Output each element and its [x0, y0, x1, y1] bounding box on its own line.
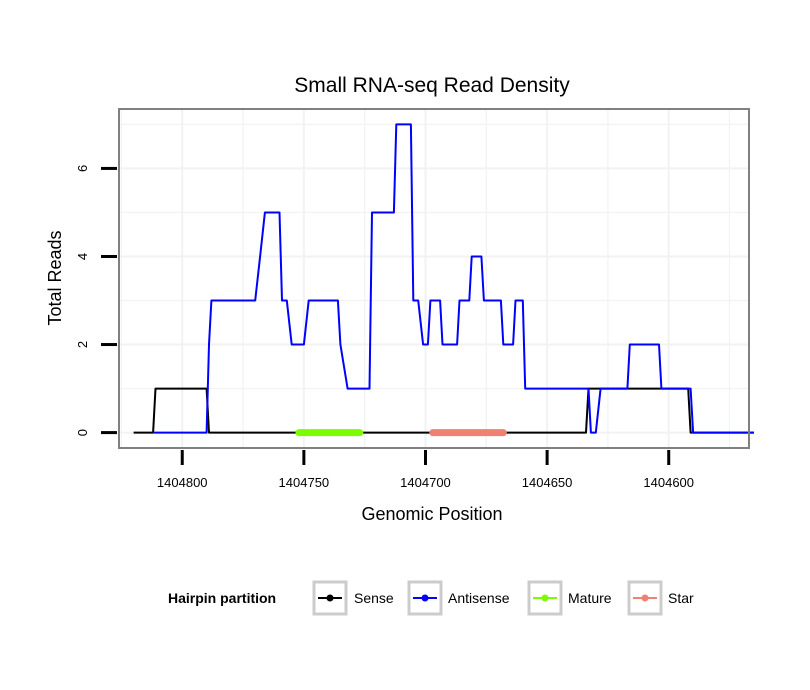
legend-key-point [541, 594, 549, 602]
x-tick-label: 1404750 [279, 475, 330, 490]
x-tick-label: 1404650 [522, 475, 573, 490]
legend-label: Antisense [448, 590, 510, 606]
x-tick-label: 1404800 [157, 475, 208, 490]
y-tick-label: 2 [75, 341, 90, 348]
x-axis: 1404800 1404750 1404700 1404650 1404600 [157, 450, 694, 490]
y-axis: 0 2 4 6 [75, 165, 117, 436]
legend-label: Star [668, 590, 694, 606]
y-tick-label: 4 [75, 253, 90, 260]
series-layer [133, 123, 754, 437]
legend: Hairpin partition Sense Antisense Mature St… [168, 580, 694, 616]
legend-item-antisense: Antisense [407, 580, 510, 616]
series-antisense-line [153, 123, 754, 434]
legend-key-point [326, 594, 334, 602]
y-tick-label: 6 [75, 165, 90, 172]
x-tick-label: 1404600 [643, 475, 694, 490]
y-tick-label: 0 [75, 429, 90, 436]
legend-title: Hairpin partition [168, 590, 276, 606]
legend-label: Mature [568, 590, 612, 606]
legend-key-point [641, 594, 649, 602]
y-axis-title: Total Reads [45, 230, 65, 325]
x-axis-title: Genomic Position [361, 504, 502, 524]
legend-key-point [421, 594, 429, 602]
plot-border [118, 108, 750, 449]
legend-item-sense: Sense [312, 580, 394, 616]
chart-title: Small RNA-seq Read Density [294, 74, 570, 97]
legend-label: Sense [354, 590, 394, 606]
series-sense-line [133, 387, 754, 434]
x-tick-label: 1404700 [400, 475, 451, 490]
plot-panel [119, 109, 749, 448]
legend-item-mature: Mature [527, 580, 612, 616]
legend-item-star: Star [627, 580, 694, 616]
